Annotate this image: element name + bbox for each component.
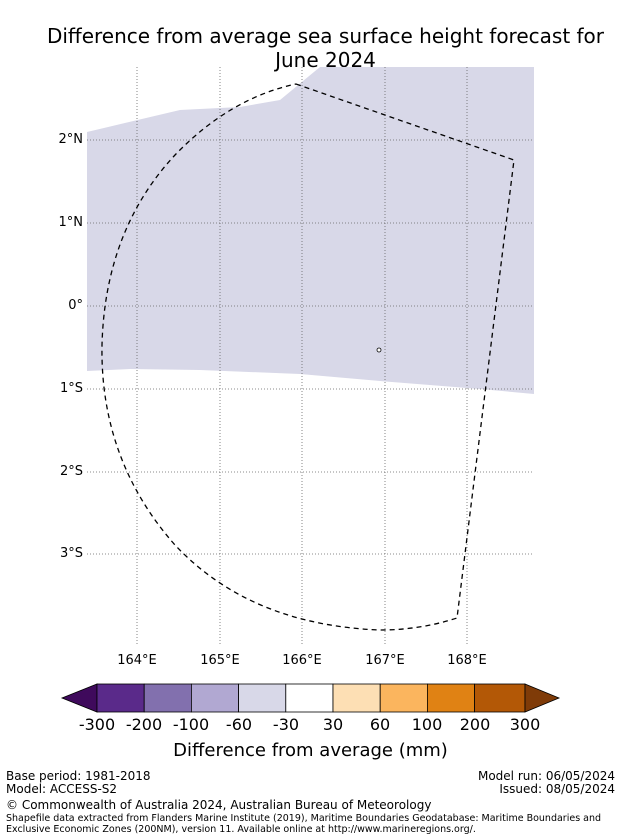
colorbar-tick: -30	[272, 715, 300, 734]
lon-label-164e: 164°E	[117, 653, 157, 668]
lat-label-1s: 1°S	[59, 381, 83, 396]
colorbar-tick: 300	[509, 715, 541, 734]
shapefile-note: Shapefile data extracted from Flanders M…	[6, 813, 602, 835]
colorbar-tick: -100	[172, 715, 210, 734]
model-run: Model run: 06/05/2024	[477, 769, 615, 783]
title-line-1: Difference from average sea surface heig…	[46, 24, 605, 48]
colorbar-bin	[426, 683, 475, 713]
lon-label-167e: 167°E	[365, 653, 405, 668]
lat-label-2n: 2°N	[58, 132, 84, 147]
issued-date: Issued: 08/05/2024	[499, 782, 615, 796]
colorbar-bin	[474, 683, 526, 713]
base-period: Base period: 1981-2018	[6, 769, 151, 783]
colorbar-bin	[190, 683, 239, 713]
lat-label-1n: 1°N	[58, 215, 84, 230]
eez-boundary	[101, 83, 515, 631]
colorbar-tick: 30	[322, 715, 344, 734]
colorbar-bin	[379, 683, 428, 713]
lat-label-3s: 3°S	[59, 546, 83, 561]
colorbar-tick: -300	[78, 715, 116, 734]
colorbar-low-extension	[60, 683, 98, 713]
colorbar-bin	[96, 683, 145, 713]
island-marker	[376, 347, 382, 353]
colorbar-high-extension	[524, 683, 561, 713]
lon-label-168e: 168°E	[447, 653, 487, 668]
colorbar-tick: -200	[125, 715, 163, 734]
copyright: © Commonwealth of Australia 2024, Austra…	[6, 798, 432, 812]
lon-label-165e: 165°E	[200, 653, 240, 668]
gridlines	[87, 67, 534, 645]
lon-label-166e: 166°E	[282, 653, 322, 668]
colorbar	[60, 683, 561, 713]
colorbar-bin	[143, 683, 192, 713]
lat-label-2s: 2°S	[59, 464, 83, 479]
colorbar-bin	[332, 683, 381, 713]
colorbar-label: Difference from average (mm)	[173, 740, 448, 761]
colorbar-bin	[238, 683, 287, 713]
colorbar-tick: 100	[411, 715, 443, 734]
chart-title: Difference from average sea surface heig…	[0, 24, 621, 72]
colorbar-bin	[285, 683, 334, 713]
colorbar-tick: 200	[459, 715, 491, 734]
colorbar-tick: 60	[369, 715, 391, 734]
model-name: Model: ACCESS-S2	[6, 782, 118, 796]
lat-label-0: 0°	[68, 298, 83, 313]
anomaly-region	[87, 67, 534, 394]
colorbar-tick: -60	[225, 715, 253, 734]
